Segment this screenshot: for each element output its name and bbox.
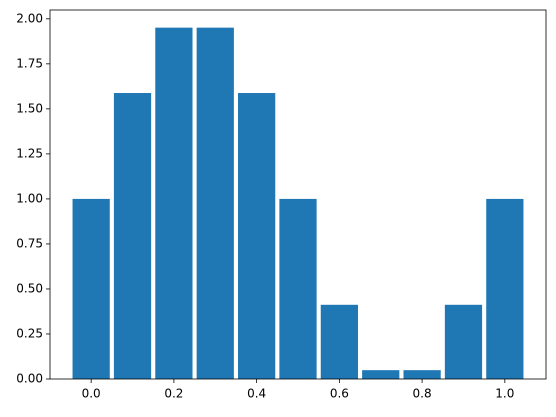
- y-tick-label: 2.00: [16, 11, 43, 25]
- y-tick-label: 1.75: [16, 56, 43, 70]
- y-tick-label: 0.25: [16, 326, 43, 340]
- y-tick-label: 0.50: [16, 281, 43, 295]
- bar: [320, 304, 358, 379]
- bar: [279, 198, 317, 379]
- bar: [362, 370, 400, 379]
- bar: [155, 27, 193, 379]
- x-tick-label: 0.4: [247, 387, 266, 401]
- bar: [444, 304, 483, 379]
- axes-frame: [49, 9, 547, 380]
- y-tick-label: 1.25: [16, 146, 43, 160]
- bar: [72, 198, 110, 379]
- y-tick-label: 0.75: [16, 236, 43, 250]
- bar: [113, 93, 152, 379]
- x-tick-label: 0.2: [164, 387, 183, 401]
- bar: [403, 370, 441, 379]
- y-tick-label: 0.00: [16, 372, 43, 386]
- y-tick-label: 1.00: [16, 191, 43, 205]
- x-tick-label: 1.0: [495, 387, 514, 401]
- x-tick-label: 0.8: [413, 387, 432, 401]
- x-tick-label: 0.6: [330, 387, 349, 401]
- bar: [486, 198, 524, 379]
- x-tick-label: 0.0: [82, 387, 101, 401]
- bar: [196, 27, 234, 379]
- y-tick-label: 1.50: [16, 101, 43, 115]
- bar: [238, 93, 276, 379]
